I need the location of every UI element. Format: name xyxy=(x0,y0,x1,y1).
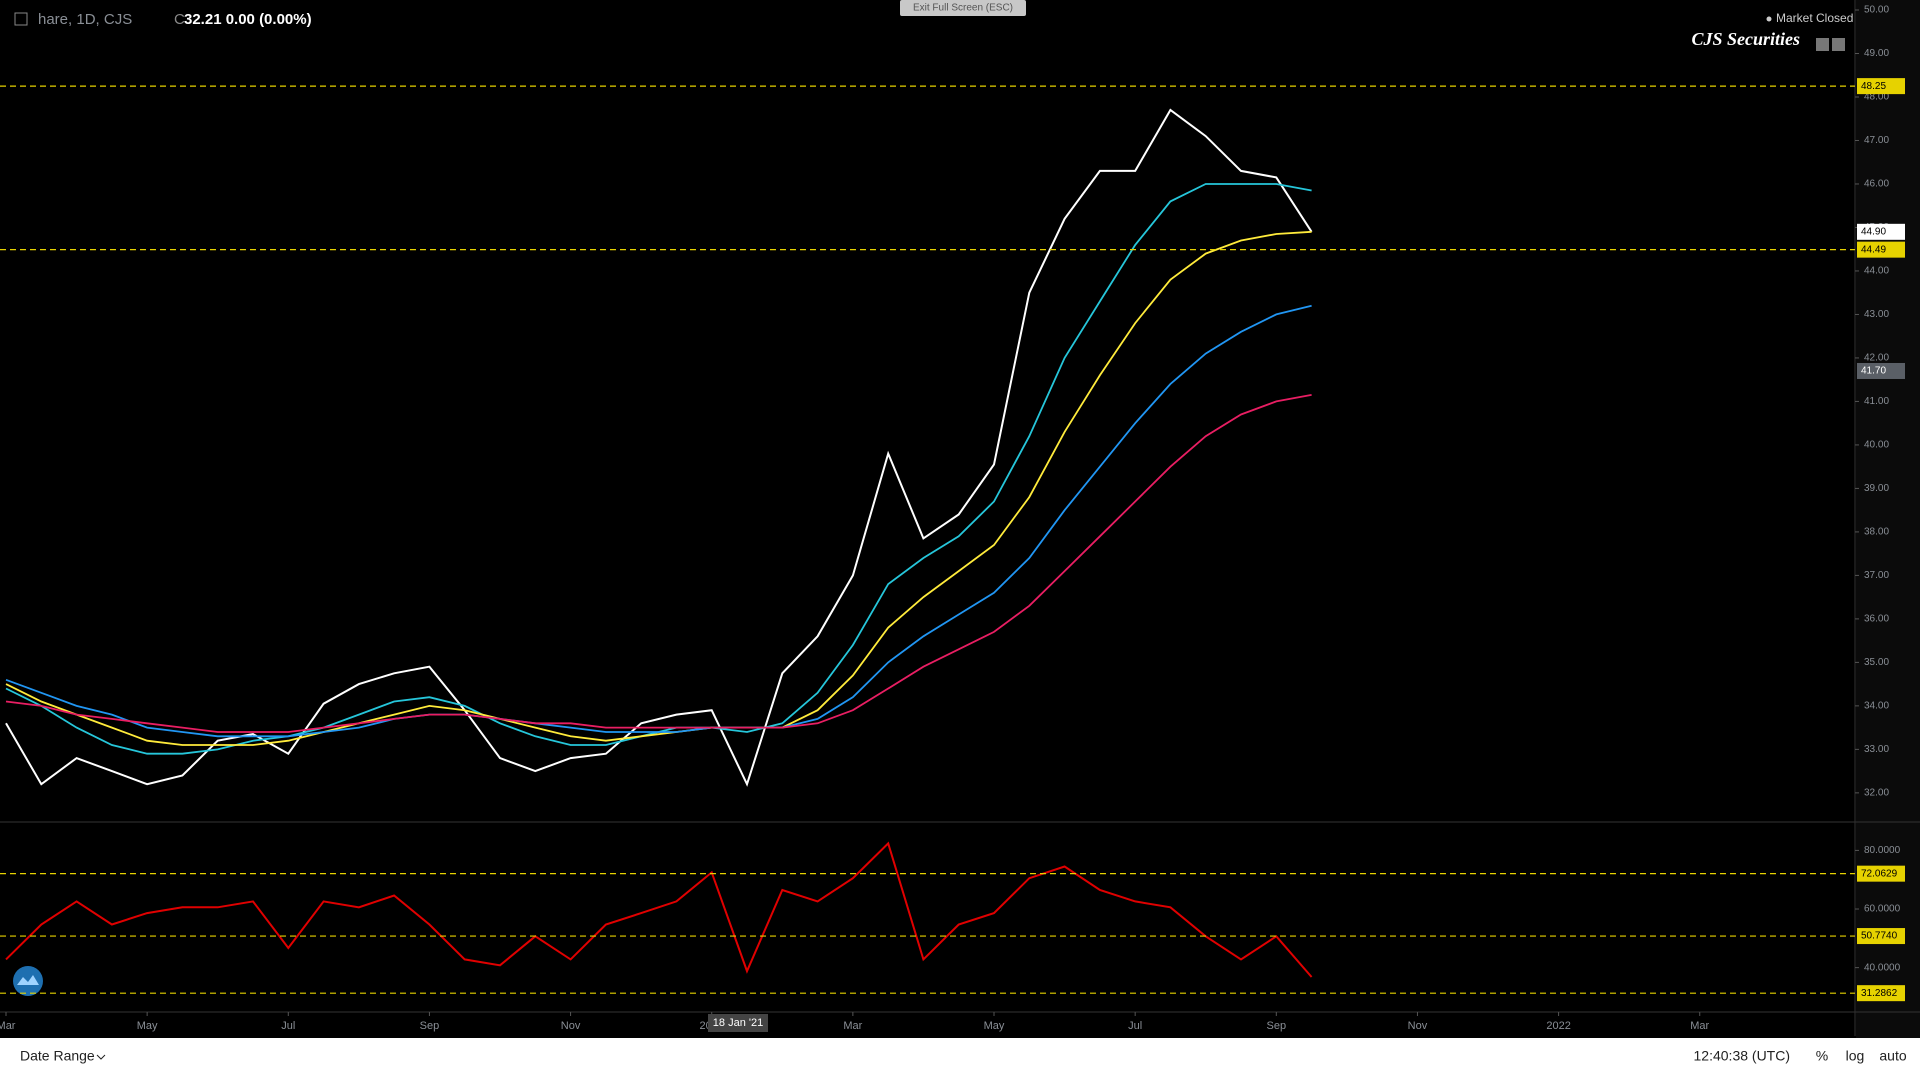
brand: CJS Securities xyxy=(1691,29,1800,49)
level-box xyxy=(1857,78,1905,95)
status-dot xyxy=(1766,16,1772,22)
level-box xyxy=(1857,985,1905,1002)
y-tick-label: 49.00 xyxy=(1864,48,1889,59)
y-tick-label: 44.00 xyxy=(1864,266,1889,277)
series-line xyxy=(5,841,1313,978)
y-tick-label: 48.00 xyxy=(1864,92,1889,103)
market-status: Market Closed xyxy=(1776,11,1853,25)
x-tick-label: Mar xyxy=(0,1020,16,1032)
series-line xyxy=(5,108,1313,787)
y-tick-label: 34.00 xyxy=(1864,701,1889,712)
date-range-caret xyxy=(96,1054,106,1060)
y-tick-label: 40.0000 xyxy=(1864,962,1901,973)
level-label: 48.25 xyxy=(1861,81,1886,92)
y-tick-label: 40.00 xyxy=(1864,440,1889,451)
price-marker-label: 44.90 xyxy=(1861,226,1886,237)
logo-glyph xyxy=(17,975,39,985)
y-tick-label: 33.00 xyxy=(1864,744,1889,755)
x-tick-label: May xyxy=(137,1020,158,1032)
y-tick-label: 39.00 xyxy=(1864,483,1889,494)
x-tick-label: Jul xyxy=(1128,1020,1142,1032)
y-tick-label: 36.00 xyxy=(1864,614,1889,625)
collapse-btn[interactable] xyxy=(1816,38,1829,51)
level-box xyxy=(1857,241,1905,258)
crosshair-box xyxy=(708,1014,768,1032)
y-tick-label: 42.00 xyxy=(1864,353,1889,364)
y-tick-label: 38.00 xyxy=(1864,527,1889,538)
clock: 12:40:38 (UTC) xyxy=(1694,1048,1790,1064)
series-line xyxy=(5,304,1312,738)
series-line xyxy=(5,394,1312,733)
level-label: 50.7740 xyxy=(1861,931,1898,942)
y-tick-label: 32.00 xyxy=(1864,788,1889,799)
level-label: 31.2862 xyxy=(1861,988,1898,999)
y-tick-label: 80.0000 xyxy=(1864,845,1901,856)
bottom-bar xyxy=(0,1038,1920,1080)
level-box xyxy=(1857,865,1905,882)
level-label: 44.49 xyxy=(1861,244,1886,255)
level-box xyxy=(1857,928,1905,945)
symbol[interactable]: hare, 1D, CJS xyxy=(38,11,132,28)
y-tick-label: 47.00 xyxy=(1864,135,1889,146)
x-tick-label: Mar xyxy=(843,1020,862,1032)
crosshair-date: 18 Jan '21 xyxy=(713,1017,763,1029)
quote: 32.21 0.00 (0.00%) xyxy=(184,11,312,28)
percent-toggle[interactable]: % xyxy=(1816,1048,1828,1064)
y-tick-label: 60.0000 xyxy=(1864,904,1901,915)
y-tick-label: 37.00 xyxy=(1864,570,1889,581)
y-tick-label: 43.00 xyxy=(1864,309,1889,320)
y-tick-label: 41.00 xyxy=(1864,396,1889,407)
symbol-icon[interactable] xyxy=(14,12,28,26)
x-tick-label: Sep xyxy=(1267,1020,1287,1032)
plots: 32.00 33.00 34.00 35.00 36.00 37.00 38.00 39.00… xyxy=(0,5,1905,1032)
exit-fullscreen[interactable] xyxy=(900,0,1026,16)
price-marker-label: 41.70 xyxy=(1861,366,1886,377)
exit-label[interactable]: Exit Full Screen (ESC) xyxy=(913,3,1013,14)
x-tick-label: Nov xyxy=(1408,1020,1428,1032)
x-tick-label: 2022 xyxy=(1546,1020,1570,1032)
series-line xyxy=(5,230,1312,746)
x-tick-label: Sep xyxy=(420,1020,440,1032)
logo-icon[interactable] xyxy=(13,966,43,996)
price-axis-bg xyxy=(1856,0,1920,1040)
x-tick-label: Jul xyxy=(281,1020,295,1032)
price-marker xyxy=(1857,362,1905,379)
price-marker xyxy=(1857,223,1905,240)
x-tick-label: Nov xyxy=(561,1020,581,1032)
x-tick-label: Mar xyxy=(1690,1020,1709,1032)
y-tick-label: 50.00 xyxy=(1864,5,1889,16)
close-prefix: C xyxy=(174,11,185,28)
y-tick-label: 46.00 xyxy=(1864,179,1889,190)
level-label: 72.0629 xyxy=(1861,868,1898,879)
date-range[interactable]: Date Range xyxy=(20,1048,95,1064)
expand-btn[interactable] xyxy=(1832,38,1845,51)
y-tick-label: 35.00 xyxy=(1864,657,1889,668)
x-tick-label: May xyxy=(984,1020,1005,1032)
auto-toggle[interactable]: auto xyxy=(1879,1048,1906,1064)
log-toggle[interactable]: log xyxy=(1846,1048,1865,1064)
